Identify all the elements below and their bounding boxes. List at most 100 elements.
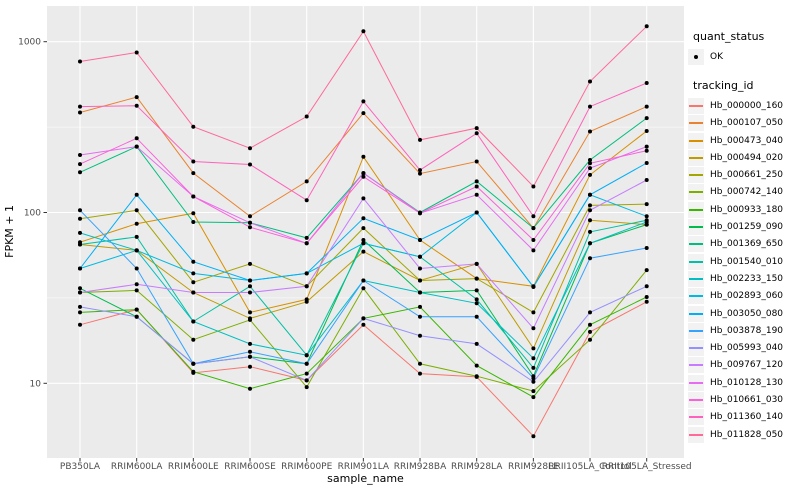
data-point	[304, 179, 309, 184]
data-point	[644, 116, 649, 121]
data-point	[361, 196, 366, 201]
data-point	[474, 374, 479, 379]
data-point	[644, 178, 649, 182]
data-point	[418, 361, 422, 366]
data-point	[531, 284, 536, 289]
legend-item-label: Hb_005993_040	[710, 343, 784, 354]
data-point	[644, 220, 649, 224]
legend: quant_status OK tracking_id Hb_000000_16…	[688, 30, 798, 443]
legend-item-Hb_001540_010: Hb_001540_010	[688, 253, 798, 270]
legend-key	[688, 201, 704, 218]
legend-key	[688, 236, 704, 253]
legend-item-label: Hb_003050_080	[710, 308, 784, 319]
legend-key	[688, 288, 704, 305]
data-point	[134, 103, 139, 108]
data-point	[134, 221, 139, 226]
x-tick-label: RRIM600LA	[111, 462, 163, 472]
legend-item-label: Hb_000107_050	[710, 118, 784, 129]
x-tick-label: RRII105LA_Control	[548, 462, 631, 472]
data-point	[644, 284, 649, 289]
legend-tracking-list: Hb_000000_160 Hb_000107_050 Hb_000473_040 H…	[688, 97, 798, 443]
data-point	[134, 136, 139, 141]
data-point	[248, 162, 252, 167]
data-point	[474, 297, 479, 302]
legend-title-tracking-id: tracking_id	[693, 79, 754, 93]
legend-item-label: Hb_003878_190	[710, 325, 784, 336]
data-point	[588, 329, 592, 334]
data-point	[248, 386, 252, 391]
data-point	[644, 214, 649, 219]
legend-item-label: Hb_010661_030	[710, 394, 784, 405]
data-point	[248, 146, 252, 151]
legend-item-Hb_001369_650: Hb_001369_650	[688, 236, 798, 253]
legend-color-line	[689, 364, 703, 367]
data-point	[191, 220, 196, 224]
data-point	[588, 172, 592, 177]
data-point	[474, 314, 479, 319]
data-point	[304, 198, 309, 203]
data-point	[134, 234, 139, 239]
x-tick-label: RRIM901LA	[338, 462, 390, 472]
x-tick-label: RRIM600LE	[168, 462, 219, 472]
data-point	[531, 434, 536, 439]
legend-item-Hb_011828_050: Hb_011828_050	[688, 426, 798, 443]
data-point	[531, 395, 536, 400]
x-tick-label: RRII105LA_Stressed	[602, 462, 692, 472]
legend-key	[688, 391, 704, 408]
data-point	[361, 278, 366, 283]
legend-item-Hb_003878_190: Hb_003878_190	[688, 322, 798, 339]
data-point	[644, 81, 649, 85]
data-point	[474, 261, 479, 266]
data-point	[588, 104, 592, 109]
legend-item-Hb_005993_040: Hb_005993_040	[688, 339, 798, 357]
legend-key	[688, 409, 704, 426]
data-point	[248, 310, 252, 315]
legend-item-Hb_000494_020: Hb_000494_020	[688, 149, 798, 166]
data-point	[191, 124, 196, 129]
legend-key	[688, 167, 704, 184]
data-point	[474, 131, 479, 136]
data-point	[304, 241, 309, 246]
legend-key	[688, 426, 704, 443]
data-point	[588, 161, 592, 166]
data-point	[418, 304, 422, 309]
data-point	[361, 171, 366, 176]
data-point	[248, 278, 252, 283]
data-point	[531, 356, 536, 361]
data-point	[361, 216, 366, 221]
data-point	[134, 208, 139, 213]
data-point	[531, 184, 536, 189]
data-point	[304, 284, 309, 289]
data-point	[248, 214, 252, 219]
legend-item-label: Hb_001259_090	[710, 222, 784, 233]
data-point	[588, 337, 592, 342]
data-point	[248, 317, 252, 322]
data-point	[474, 363, 479, 368]
data-point	[134, 314, 139, 319]
data-point	[474, 288, 479, 293]
data-point	[531, 365, 536, 370]
data-point	[588, 79, 592, 84]
data-point	[531, 389, 536, 394]
legend-color-line	[689, 416, 703, 419]
data-point	[418, 278, 422, 283]
legend-title-quant-status: quant_status	[693, 30, 765, 43]
y-tick-label: 100	[24, 209, 41, 219]
data-point	[588, 192, 592, 197]
data-point	[304, 361, 309, 366]
data-point	[531, 214, 536, 219]
legend-item-Hb_000933_180: Hb_000933_180	[688, 201, 798, 218]
legend-key	[688, 115, 704, 132]
data-point	[418, 290, 422, 295]
legend-key	[688, 219, 704, 236]
data-point	[78, 153, 82, 157]
data-point	[644, 144, 649, 149]
data-point	[304, 353, 309, 358]
legend-key	[688, 184, 704, 201]
legend-key	[688, 253, 704, 270]
legend-item-label: Hb_002893_060	[710, 291, 784, 302]
data-point	[361, 241, 366, 246]
data-point	[418, 254, 422, 259]
x-axis-title: sample_name	[327, 472, 404, 485]
